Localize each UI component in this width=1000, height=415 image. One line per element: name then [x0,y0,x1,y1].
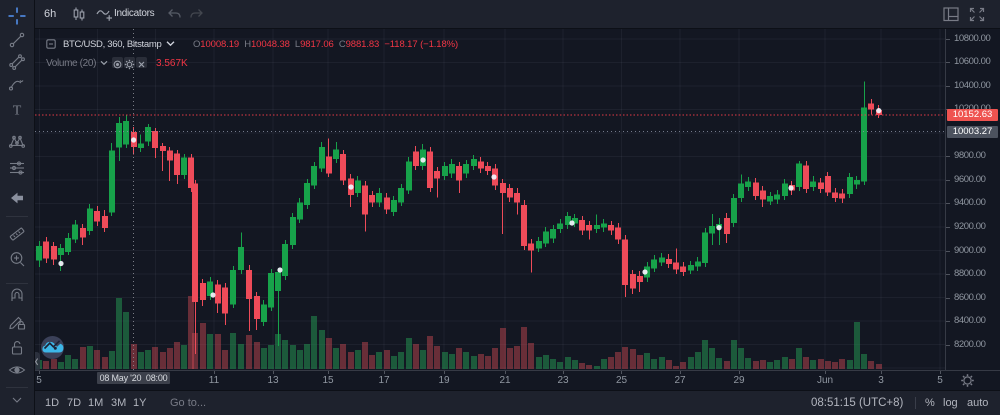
svg-text:T: T [13,104,22,119]
